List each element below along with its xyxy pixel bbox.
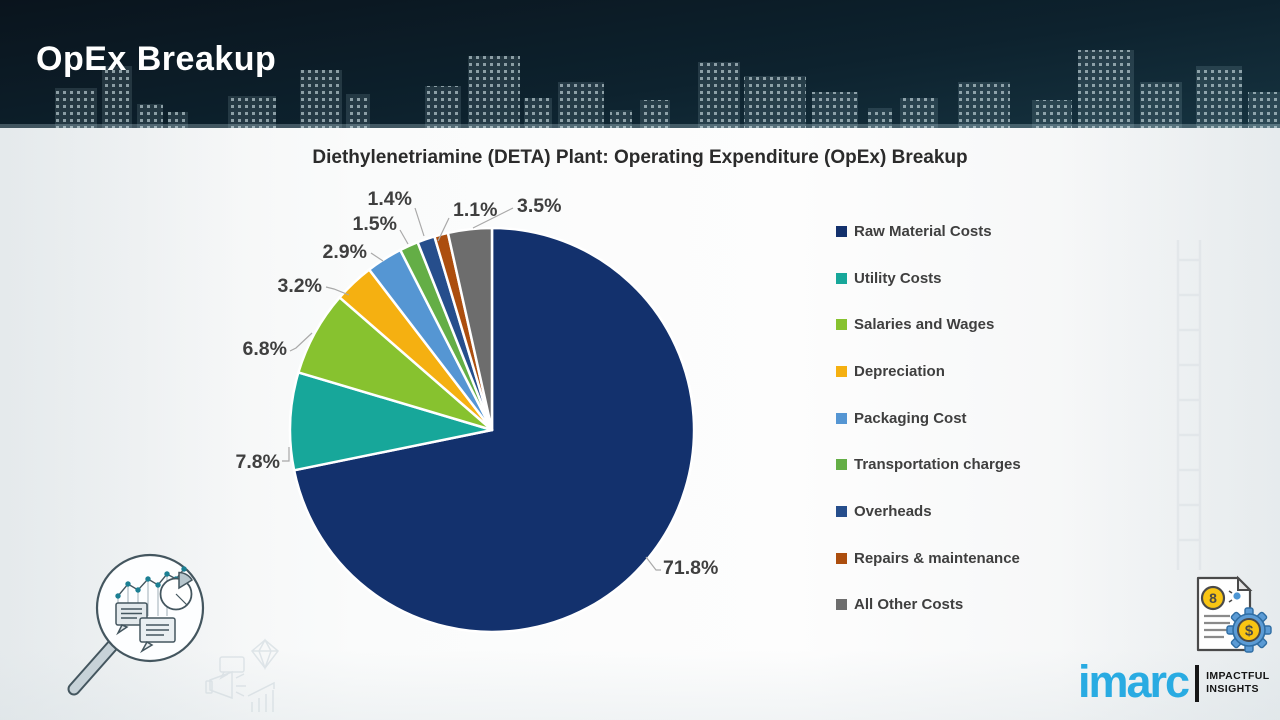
chart-legend: Raw Material Costs Utility Costs Salaries …: [836, 208, 1021, 628]
legend-label-utility-costs: Utility Costs: [854, 269, 942, 287]
legend-item-transportation-charges: Transportation charges: [836, 441, 1021, 488]
legend-item-repairs-maintenance: Repairs & maintenance: [836, 535, 1021, 582]
legend-label-packaging-cost: Packaging Cost: [854, 409, 967, 427]
pie-label-all-other-costs: 3.5%: [517, 195, 561, 217]
pie-label-repairs-maintenance: 1.1%: [453, 199, 497, 221]
page-title: OpEx Breakup: [36, 40, 277, 78]
imarc-logo: imarc IMPACTFUL INSIGHTS: [1078, 656, 1270, 707]
pie-label-salaries-and-wages: 6.8%: [243, 338, 287, 360]
legend-item-packaging-cost: Packaging Cost: [836, 395, 1021, 442]
document-dollar-gear-icon: 8 $: [1190, 572, 1280, 662]
legend-swatch-transportation-charges: [836, 459, 847, 471]
legend-item-all-other-costs: All Other Costs: [836, 582, 1021, 629]
label-leader-line-all-other-costs: [472, 207, 514, 229]
pie-slice-utility-costs: [288, 371, 494, 472]
legend-label-salaries-and-wages: Salaries and Wages: [854, 316, 995, 334]
chart-title: Diethylenetriamine (DETA) Plant: Operati…: [312, 147, 968, 168]
label-leader-line-packaging-cost: [370, 252, 384, 262]
legend-label-all-other-costs: All Other Costs: [854, 596, 964, 614]
label-leader-line-transportation-charges: [399, 229, 409, 245]
label-leader-line-depreciation: [325, 286, 350, 296]
legend-label-transportation-charges: Transportation charges: [854, 456, 1021, 474]
legend-item-utility-costs: Utility Costs: [836, 255, 1021, 302]
logo-tagline-line1: IMPACTFUL: [1206, 669, 1270, 682]
legend-swatch-overheads: [836, 505, 847, 517]
logo-tagline-line2: INSIGHTS: [1206, 683, 1259, 696]
label-leader-line-raw-material-costs: [645, 556, 661, 571]
svg-text:8: 8: [1209, 590, 1217, 606]
logo-tagline: IMPACTFUL INSIGHTS: [1206, 670, 1269, 697]
pie-label-overheads: 1.4%: [368, 188, 412, 210]
pie-slice-raw-material-costs: [292, 226, 696, 634]
legend-swatch-utility-costs: [836, 272, 847, 284]
legend-label-depreciation: Depreciation: [854, 362, 945, 380]
header-banner: [0, 0, 1280, 128]
legend-item-overheads: Overheads: [836, 488, 1021, 535]
faint-industrial-ladder-graphic: [1158, 240, 1218, 575]
legend-swatch-all-other-costs: [836, 599, 847, 611]
pie-label-depreciation: 3.2%: [278, 275, 322, 297]
legend-item-raw-material-costs: Raw Material Costs: [836, 208, 1021, 255]
city-skyline-icon: [0, 50, 1280, 128]
legend-swatch-packaging-cost: [836, 412, 847, 424]
label-leader-line-salaries-and-wages: [289, 332, 313, 352]
label-leader-line-repairs-maintenance: [437, 217, 450, 242]
legend-item-salaries-and-wages: Salaries and Wages: [836, 301, 1021, 348]
legend-label-overheads: Overheads: [854, 502, 932, 520]
legend-swatch-repairs-maintenance: [836, 552, 847, 564]
legend-swatch-raw-material-costs: [836, 225, 847, 237]
pie-label-transportation-charges: 1.5%: [353, 213, 397, 235]
legend-label-repairs-maintenance: Repairs & maintenance: [854, 549, 1020, 567]
logo-divider: [1195, 664, 1200, 702]
legend-swatch-depreciation: [836, 365, 847, 377]
label-leader-line-utility-costs: [282, 447, 290, 462]
imarc-logo-text: imarc: [1078, 656, 1190, 707]
pie-label-packaging-cost: 2.9%: [323, 241, 367, 263]
pie-slice-all-other-costs: [446, 226, 494, 432]
legend-swatch-salaries-and-wages: [836, 319, 847, 331]
label-leader-line-overheads: [414, 207, 425, 237]
svg-text:$: $: [1245, 623, 1254, 640]
legend-item-depreciation: Depreciation: [836, 348, 1021, 395]
pie-label-utility-costs: 7.8%: [236, 451, 280, 473]
magnifier-analytics-icon: [60, 540, 320, 720]
pie-label-raw-material-costs: 71.8%: [663, 557, 718, 579]
legend-label-raw-material-costs: Raw Material Costs: [854, 222, 992, 240]
